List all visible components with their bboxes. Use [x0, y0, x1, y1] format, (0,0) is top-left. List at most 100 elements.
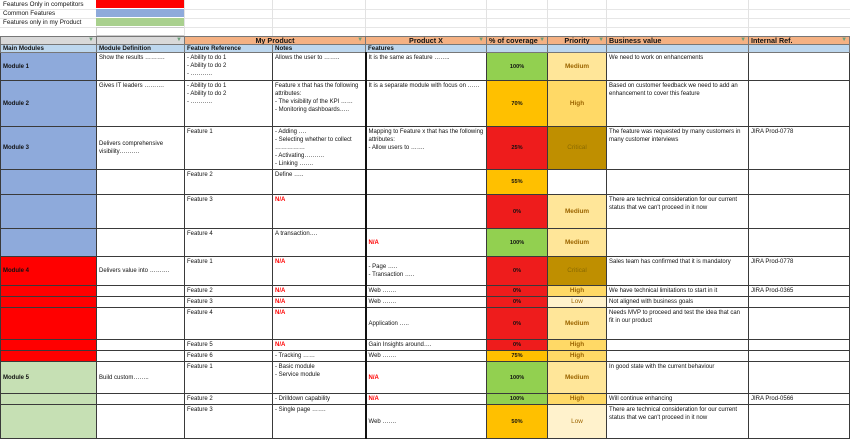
internal-ref-cell[interactable]: JIRA Prod-0778 — [748, 256, 850, 286]
module-cell[interactable] — [0, 350, 97, 362]
filter-dropdown-icon[interactable]: ▼ — [841, 37, 848, 44]
business-value-cell[interactable]: Sales team has confirmed that it is mand… — [606, 256, 750, 286]
coverage-cell[interactable]: 100% — [486, 393, 549, 405]
priority-cell[interactable]: High — [547, 393, 608, 405]
notes-cell[interactable]: Define ….. — [271, 169, 367, 195]
module-cell[interactable] — [0, 194, 97, 229]
feature-ref-cell[interactable]: Feature 4 — [184, 307, 273, 340]
header-business-value[interactable]: Business value ▼ — [606, 36, 750, 45]
feature-ref-cell[interactable]: Feature 2 — [184, 169, 273, 195]
product-x-cell[interactable]: N/A — [364, 228, 488, 257]
feature-ref-cell[interactable]: Feature 4 — [184, 228, 273, 257]
internal-ref-cell[interactable] — [748, 194, 850, 229]
product-x-cell[interactable]: - Page ….. - Transaction ….. — [364, 256, 488, 286]
module-cell[interactable] — [0, 339, 97, 351]
definition-cell[interactable] — [96, 228, 185, 257]
business-value-cell[interactable] — [606, 169, 750, 195]
coverage-cell[interactable]: 100% — [486, 228, 549, 257]
feature-ref-cell[interactable]: Feature 1 — [184, 361, 273, 394]
feature-ref-cell[interactable]: Feature 2 — [184, 393, 273, 405]
module-cell[interactable] — [0, 296, 97, 308]
definition-cell[interactable] — [96, 393, 185, 405]
notes-cell[interactable]: - Adding …. - Selecting whether to collec… — [271, 126, 367, 170]
feature-ref-cell[interactable]: Feature 3 — [184, 194, 273, 229]
coverage-cell[interactable]: 0% — [486, 256, 549, 286]
definition-cell[interactable] — [96, 194, 185, 229]
header-my-product[interactable]: My Product ▼ — [183, 36, 367, 45]
priority-cell[interactable]: Critical — [547, 256, 608, 286]
coverage-cell[interactable]: 0% — [486, 194, 549, 229]
module-cell[interactable] — [0, 307, 97, 340]
business-value-cell[interactable] — [606, 339, 750, 351]
priority-cell[interactable]: Medium — [547, 307, 608, 340]
priority-cell[interactable]: Medium — [547, 194, 608, 229]
business-value-cell[interactable]: There are technical consideration for ou… — [606, 194, 750, 229]
feature-ref-cell[interactable]: - Ability to do 1- Ability to do 2- ……….… — [184, 52, 273, 81]
module-cell[interactable]: Module 1 — [0, 52, 97, 81]
notes-cell[interactable]: N/A — [271, 194, 367, 229]
coverage-cell[interactable]: 0% — [486, 307, 549, 340]
definition-cell[interactable] — [96, 169, 185, 195]
definition-cell[interactable] — [96, 404, 185, 439]
filter-dropdown-icon[interactable]: ▼ — [598, 37, 605, 44]
filter-dropdown-icon[interactable]: ▼ — [740, 37, 747, 44]
notes-cell[interactable]: - Tracking …… — [271, 350, 367, 362]
header-internal-ref[interactable]: Internal Ref. ▼ — [748, 36, 850, 45]
priority-cell[interactable]: High — [547, 350, 608, 362]
definition-cell[interactable]: Delivers comprehensive visibility………. — [96, 126, 185, 170]
feature-ref-cell[interactable]: Feature 6 — [184, 350, 273, 362]
definition-cell[interactable] — [96, 285, 185, 297]
product-x-cell[interactable] — [364, 194, 488, 229]
definition-cell[interactable] — [96, 307, 185, 340]
product-x-cell[interactable]: Gain Insights around…. — [364, 339, 488, 351]
internal-ref-cell[interactable]: JIRA Prod-0566 — [748, 393, 850, 405]
notes-cell[interactable]: N/A — [271, 285, 367, 297]
feature-ref-cell[interactable]: Feature 1 — [184, 256, 273, 286]
definition-cell[interactable]: Show the results ………. — [96, 52, 185, 81]
filter-dropdown-icon[interactable]: ▼ — [539, 37, 546, 44]
notes-cell[interactable]: N/A — [271, 307, 367, 340]
priority-cell[interactable]: High — [547, 80, 608, 127]
product-x-cell[interactable] — [364, 169, 488, 195]
module-cell[interactable] — [0, 285, 97, 297]
definition-cell[interactable] — [96, 350, 185, 362]
module-cell[interactable]: Module 2 — [0, 80, 97, 127]
feature-ref-cell[interactable]: - Ability to do 1- Ability to do 2- ……….… — [184, 80, 273, 127]
business-value-cell[interactable]: In good state with the current behaviour — [606, 361, 750, 394]
coverage-cell[interactable]: 75% — [486, 350, 549, 362]
coverage-cell[interactable]: 0% — [486, 285, 549, 297]
notes-cell[interactable]: Allows the user to …….. — [271, 52, 367, 81]
business-value-cell[interactable] — [606, 228, 750, 257]
internal-ref-cell[interactable] — [748, 296, 850, 308]
internal-ref-cell[interactable] — [748, 339, 850, 351]
business-value-cell[interactable]: Not aligned with business goals — [606, 296, 750, 308]
business-value-cell[interactable]: Based on customer feedback we need to ad… — [606, 80, 750, 127]
feature-ref-cell[interactable]: Feature 3 — [184, 296, 273, 308]
business-value-cell[interactable]: We need to work on enhancements — [606, 52, 750, 81]
notes-cell[interactable]: N/A — [271, 256, 367, 286]
module-cell[interactable] — [0, 393, 97, 405]
filter-cell-main-modules[interactable]: ▼ — [0, 36, 97, 45]
priority-cell[interactable] — [547, 169, 608, 195]
priority-cell[interactable]: High — [547, 285, 608, 297]
notes-cell[interactable]: - Basic module - Service module — [271, 361, 367, 394]
priority-cell[interactable]: Critical — [547, 126, 608, 170]
product-x-cell[interactable]: Web ……. — [364, 285, 488, 297]
internal-ref-cell[interactable]: JIRA Prod-0778 — [748, 126, 850, 170]
feature-ref-cell[interactable]: Feature 5 — [184, 339, 273, 351]
module-cell[interactable] — [0, 404, 97, 439]
priority-cell[interactable]: Low — [547, 404, 608, 439]
internal-ref-cell[interactable] — [748, 52, 850, 81]
feature-ref-cell[interactable]: Feature 2 — [184, 285, 273, 297]
priority-cell[interactable]: Medium — [547, 228, 608, 257]
business-value-cell[interactable] — [606, 350, 750, 362]
product-x-cell[interactable]: Web ……. — [364, 296, 488, 308]
product-x-cell[interactable]: Web ……. — [364, 404, 488, 439]
notes-cell[interactable]: N/A — [271, 339, 367, 351]
internal-ref-cell[interactable] — [748, 307, 850, 340]
feature-ref-cell[interactable]: Feature 1 — [184, 126, 273, 170]
module-cell[interactable]: Module 4 — [0, 256, 97, 286]
product-x-cell[interactable]: It is the same as feature …….. — [364, 52, 488, 81]
module-cell[interactable] — [0, 169, 97, 195]
product-x-cell[interactable]: N/A — [364, 361, 488, 394]
